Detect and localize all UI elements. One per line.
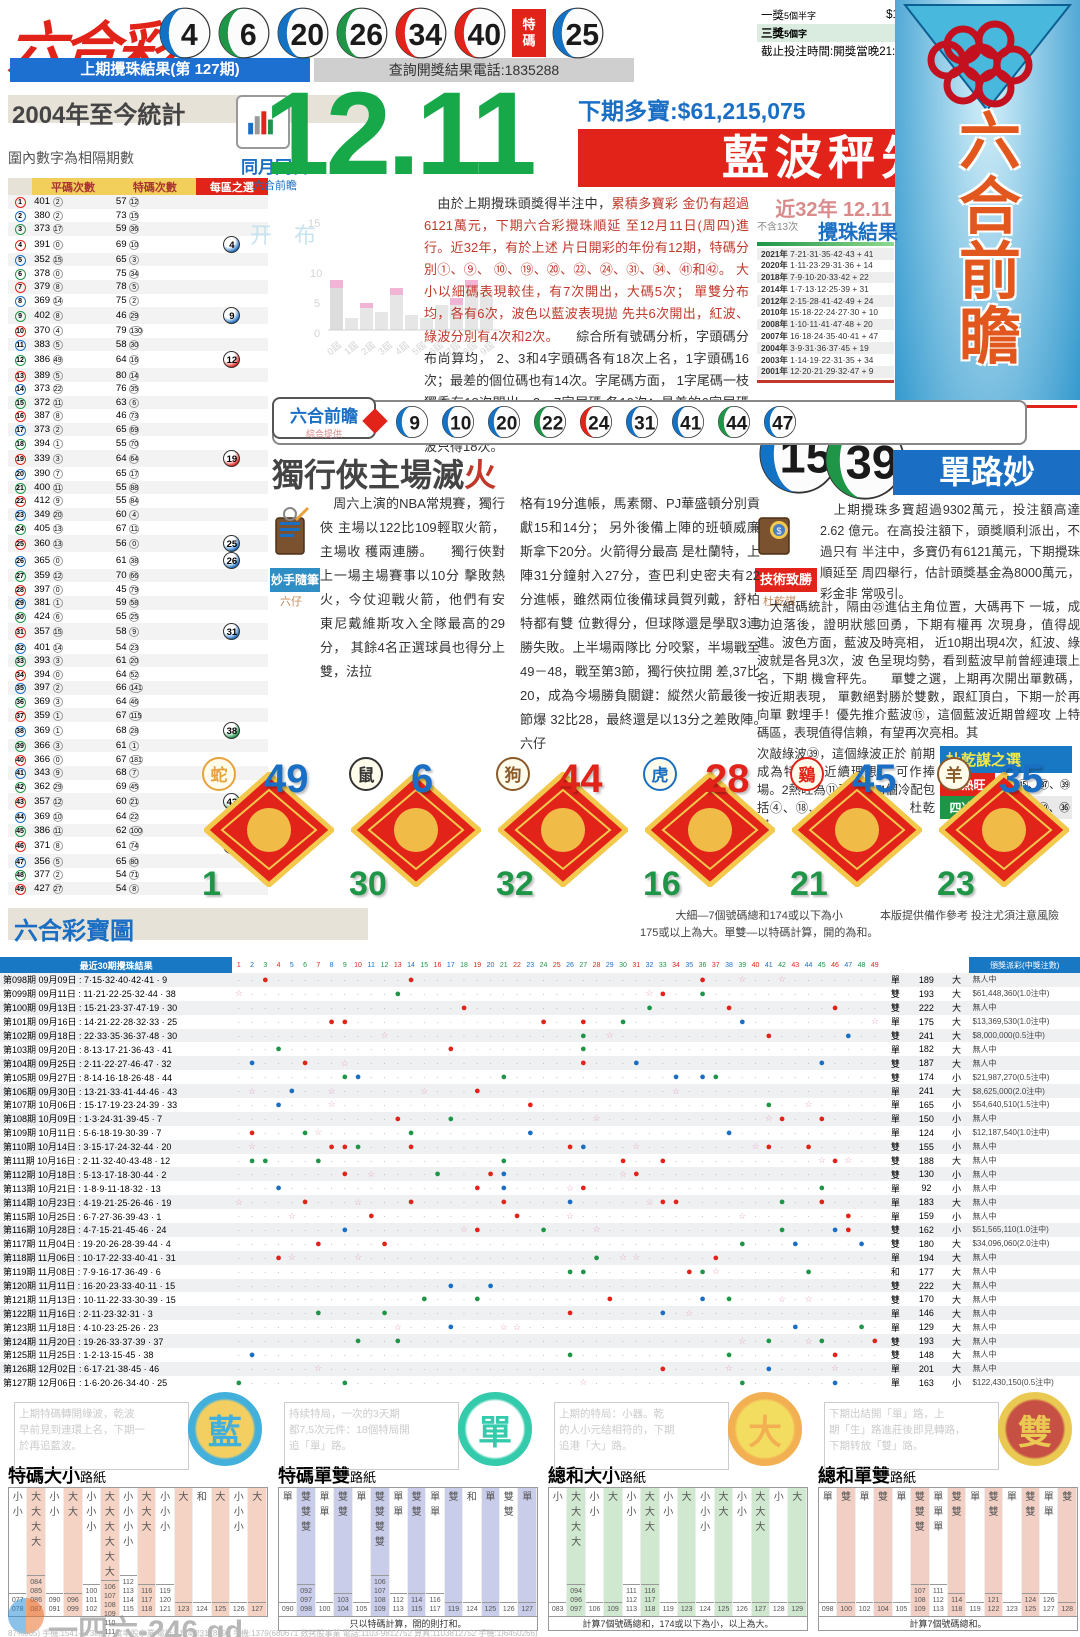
svg-text:25: 25	[565, 19, 599, 52]
svg-text:$: $	[776, 526, 781, 536]
svg-text:22: 22	[542, 413, 563, 434]
svg-text:34: 34	[408, 19, 442, 52]
svg-text:31: 31	[634, 413, 656, 434]
svg-text:44: 44	[726, 413, 748, 434]
svg-text:26: 26	[349, 19, 383, 52]
svg-text:6: 6	[240, 19, 257, 52]
svg-text:47: 47	[772, 413, 793, 434]
svg-text:40: 40	[467, 19, 501, 52]
svg-text:24: 24	[588, 413, 610, 434]
svg-text:20: 20	[496, 413, 517, 434]
svg-text:10: 10	[450, 413, 471, 434]
svg-text:9: 9	[409, 413, 420, 434]
svg-text:4: 4	[181, 19, 198, 52]
svg-text:41: 41	[680, 413, 702, 434]
svg-text:20: 20	[290, 19, 324, 52]
